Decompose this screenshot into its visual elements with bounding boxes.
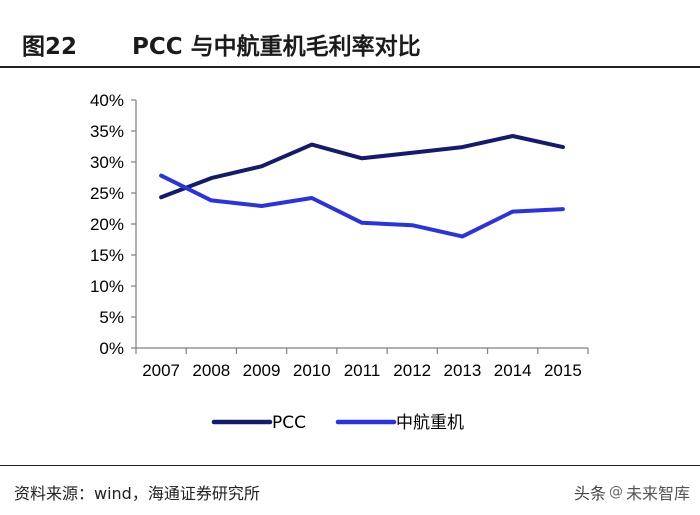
x-tick-label: 2014 xyxy=(494,361,532,380)
y-tick-label: 5% xyxy=(99,308,124,327)
watermark-brand: 未来智库 xyxy=(625,484,690,503)
x-tick-label: 2007 xyxy=(142,361,180,380)
data-point xyxy=(410,223,414,227)
legend-label-2: 中航重机 xyxy=(396,413,464,433)
x-tick-label: 2012 xyxy=(393,361,431,380)
data-point xyxy=(209,198,213,202)
figure-title: PCC 与中航重机毛利率对比 xyxy=(132,34,421,60)
x-axis: 2007 2008 2009 2010 2011 2012 2013 2014 2015 xyxy=(135,347,589,380)
data-point xyxy=(260,204,264,208)
source-note: 资料来源：wind，海通证券研究所 xyxy=(14,484,260,503)
data-point xyxy=(561,207,565,211)
x-tick-label: 2011 xyxy=(344,361,381,380)
watermark: 头条 @ 未来智库 xyxy=(574,480,690,504)
x-tick-label: 2009 xyxy=(243,361,281,380)
data-point xyxy=(310,196,314,200)
data-point xyxy=(511,210,515,214)
y-tick-label: 30% xyxy=(90,153,124,172)
data-point xyxy=(511,134,515,138)
header-divider xyxy=(0,66,700,68)
series-layer xyxy=(159,134,565,239)
at-icon: @ xyxy=(608,484,623,500)
y-tick-label: 0% xyxy=(99,339,124,358)
figure-number: 图22 xyxy=(22,34,78,60)
figure-header: 图22 PCC 与中航重机毛利率对比 xyxy=(0,0,700,66)
series-line-2 xyxy=(159,173,565,239)
y-tick-label: 25% xyxy=(90,184,124,203)
data-point xyxy=(360,156,364,160)
data-point xyxy=(460,234,464,238)
data-point xyxy=(410,151,414,155)
data-point xyxy=(209,176,213,180)
data-point xyxy=(310,143,314,147)
gross-margin-chart: 0%5%10%15%20%25%30%35%40% 2007 2008 2009 20… xyxy=(90,91,589,433)
legend: PCC 中航重机 xyxy=(211,413,464,433)
y-axis: 0% 5% 10% 15% 20% 25% 30% 35% 40% xyxy=(90,91,137,358)
data-point xyxy=(561,145,565,149)
x-tick-label: 2013 xyxy=(444,361,482,380)
data-point xyxy=(260,164,264,168)
x-tick-label: 2010 xyxy=(293,361,331,380)
data-point xyxy=(159,195,163,199)
data-point xyxy=(460,145,464,149)
footer-divider xyxy=(0,465,700,466)
watermark-platform: 头条 xyxy=(573,484,606,503)
y-tick-label: 15% xyxy=(90,246,124,265)
y-tick-label: 35% xyxy=(90,122,124,141)
x-tick-label: 2008 xyxy=(192,361,230,380)
x-tick-label: 2015 xyxy=(544,361,582,380)
y-tick-label: 40% xyxy=(90,91,124,110)
y-tick-label: 10% xyxy=(90,277,124,296)
y-tick-label: 20% xyxy=(90,215,124,234)
data-point xyxy=(360,221,364,225)
legend-label-1: PCC xyxy=(272,413,306,433)
series-line-1 xyxy=(159,134,565,200)
data-point xyxy=(159,174,163,178)
